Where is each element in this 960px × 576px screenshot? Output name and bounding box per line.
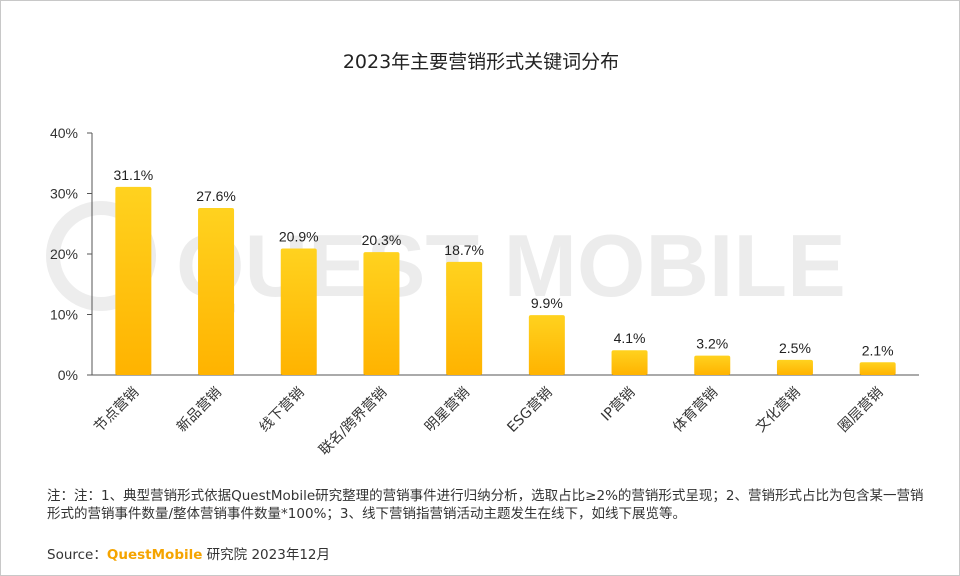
x-tick-label: 联名/跨界营销 (316, 385, 390, 459)
bar-value-label: 4.1% (614, 330, 646, 346)
bar-value-label: 18.7% (444, 242, 484, 258)
x-tick-label: 圈层营销 (836, 385, 887, 436)
bar-value-label: 31.1% (113, 167, 153, 183)
y-tick-label: 0% (58, 367, 78, 383)
bar (694, 355, 731, 375)
footnote: 注：注：1、典型营销形式依据QuestMobile研究整理的营销事件进行归纳分析… (47, 488, 924, 522)
bar (446, 261, 483, 375)
bar (198, 208, 235, 375)
y-tick-label: 40% (50, 125, 78, 141)
bar-value-label: 9.9% (531, 295, 563, 311)
bar-value-label: 27.6% (196, 188, 236, 204)
x-tick-label: ESG营销 (504, 385, 555, 436)
x-tick-label: 新品营销 (174, 385, 225, 436)
x-tick-label: 线下营销 (257, 385, 308, 436)
bar (611, 350, 648, 375)
x-tick-label: 体育营销 (670, 385, 721, 436)
x-tick-label: 明星营销 (422, 385, 473, 436)
bar-chart: QUEST MOBILE 31.1% 27.6% 20.9% 20.3% 18.7% 9.… (46, 125, 919, 459)
y-tick-label: 10% (50, 307, 78, 323)
bar (280, 248, 317, 375)
x-tick-label: IP营销 (598, 385, 638, 425)
bar-value-label: 3.2% (696, 336, 728, 352)
source-brand: QuestMobile (106, 547, 203, 563)
y-tick-label: 30% (50, 186, 78, 202)
bar-value-label: 2.1% (862, 342, 894, 358)
x-tick-label: 文化营销 (753, 385, 804, 436)
x-tick-label: 节点营销 (91, 385, 142, 436)
bar-value-label: 2.5% (779, 340, 811, 356)
source-rest: 研究院 2023年12月 (202, 547, 331, 563)
bar-value-label: 20.9% (279, 229, 319, 245)
value-labels: 31.1% 27.6% 20.9% 20.3% 18.7% 9.9% 4.1% 3.2% 2.5… (113, 167, 893, 358)
bar (859, 362, 896, 375)
bar (363, 252, 400, 375)
chart-title: 2023年主要营销形式关键词分布 (342, 51, 620, 73)
bar (115, 186, 152, 375)
bar (528, 315, 565, 375)
source-line: Source：QuestMobile 研究院 2023年12月 (47, 543, 330, 563)
bar (776, 359, 813, 375)
y-tick-label: 20% (50, 246, 78, 262)
source-label: Source： (47, 547, 107, 563)
watermark-text: QUEST MOBILE (176, 216, 846, 315)
bars (115, 186, 896, 375)
bar-value-label: 20.3% (362, 232, 402, 248)
